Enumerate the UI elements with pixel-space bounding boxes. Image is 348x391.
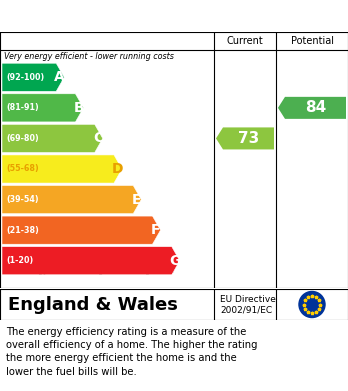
Text: Very energy efficient - lower running costs: Very energy efficient - lower running co… xyxy=(4,52,174,61)
Polygon shape xyxy=(2,216,160,244)
Text: Energy Efficiency Rating: Energy Efficiency Rating xyxy=(8,5,237,23)
Text: F: F xyxy=(151,223,160,237)
Text: Potential: Potential xyxy=(291,36,333,46)
Text: (92-100): (92-100) xyxy=(6,73,44,82)
Text: (55-68): (55-68) xyxy=(6,165,39,174)
Text: EU Directive: EU Directive xyxy=(220,295,276,304)
Polygon shape xyxy=(2,185,141,213)
Text: 2002/91/EC: 2002/91/EC xyxy=(220,306,272,315)
Text: A: A xyxy=(54,70,65,84)
Text: (39-54): (39-54) xyxy=(6,195,39,204)
Text: (81-91): (81-91) xyxy=(6,103,39,112)
Text: (1-20): (1-20) xyxy=(6,256,33,265)
Polygon shape xyxy=(278,97,346,119)
Text: G: G xyxy=(169,254,181,268)
Circle shape xyxy=(299,291,325,317)
Text: The energy efficiency rating is a measure of the
overall efficiency of a home. T: The energy efficiency rating is a measur… xyxy=(6,327,258,377)
Polygon shape xyxy=(2,63,64,91)
Text: D: D xyxy=(111,162,123,176)
Text: (21-38): (21-38) xyxy=(6,226,39,235)
Polygon shape xyxy=(2,247,180,275)
Polygon shape xyxy=(2,155,122,183)
Polygon shape xyxy=(2,124,103,152)
Text: (69-80): (69-80) xyxy=(6,134,39,143)
Text: C: C xyxy=(93,131,103,145)
Text: 84: 84 xyxy=(305,100,326,115)
Text: 73: 73 xyxy=(238,131,259,146)
Polygon shape xyxy=(2,94,84,122)
Text: England & Wales: England & Wales xyxy=(8,296,178,314)
Polygon shape xyxy=(216,127,274,149)
Text: B: B xyxy=(73,101,84,115)
Text: Current: Current xyxy=(227,36,263,46)
Text: E: E xyxy=(132,193,141,206)
Text: Not energy efficient - higher running costs: Not energy efficient - higher running co… xyxy=(4,266,174,275)
